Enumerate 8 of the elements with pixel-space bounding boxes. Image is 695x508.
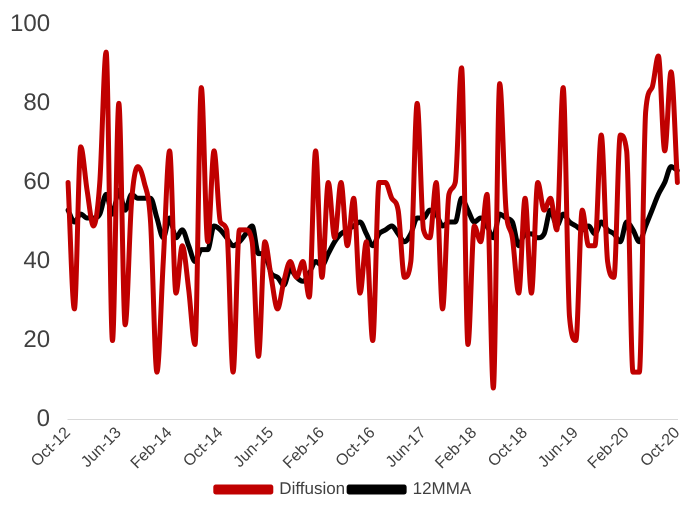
y-tick-label: 100 bbox=[10, 10, 50, 38]
y-tick-label: 40 bbox=[23, 247, 50, 274]
legend-label: 12MMA bbox=[412, 479, 472, 498]
y-tick-label: 80 bbox=[23, 89, 50, 116]
y-tick-label: 60 bbox=[23, 168, 50, 196]
legend-label: Diffusion bbox=[279, 479, 346, 498]
y-tick-label: 0 bbox=[36, 405, 50, 432]
y-tick-label: 20 bbox=[23, 326, 50, 354]
